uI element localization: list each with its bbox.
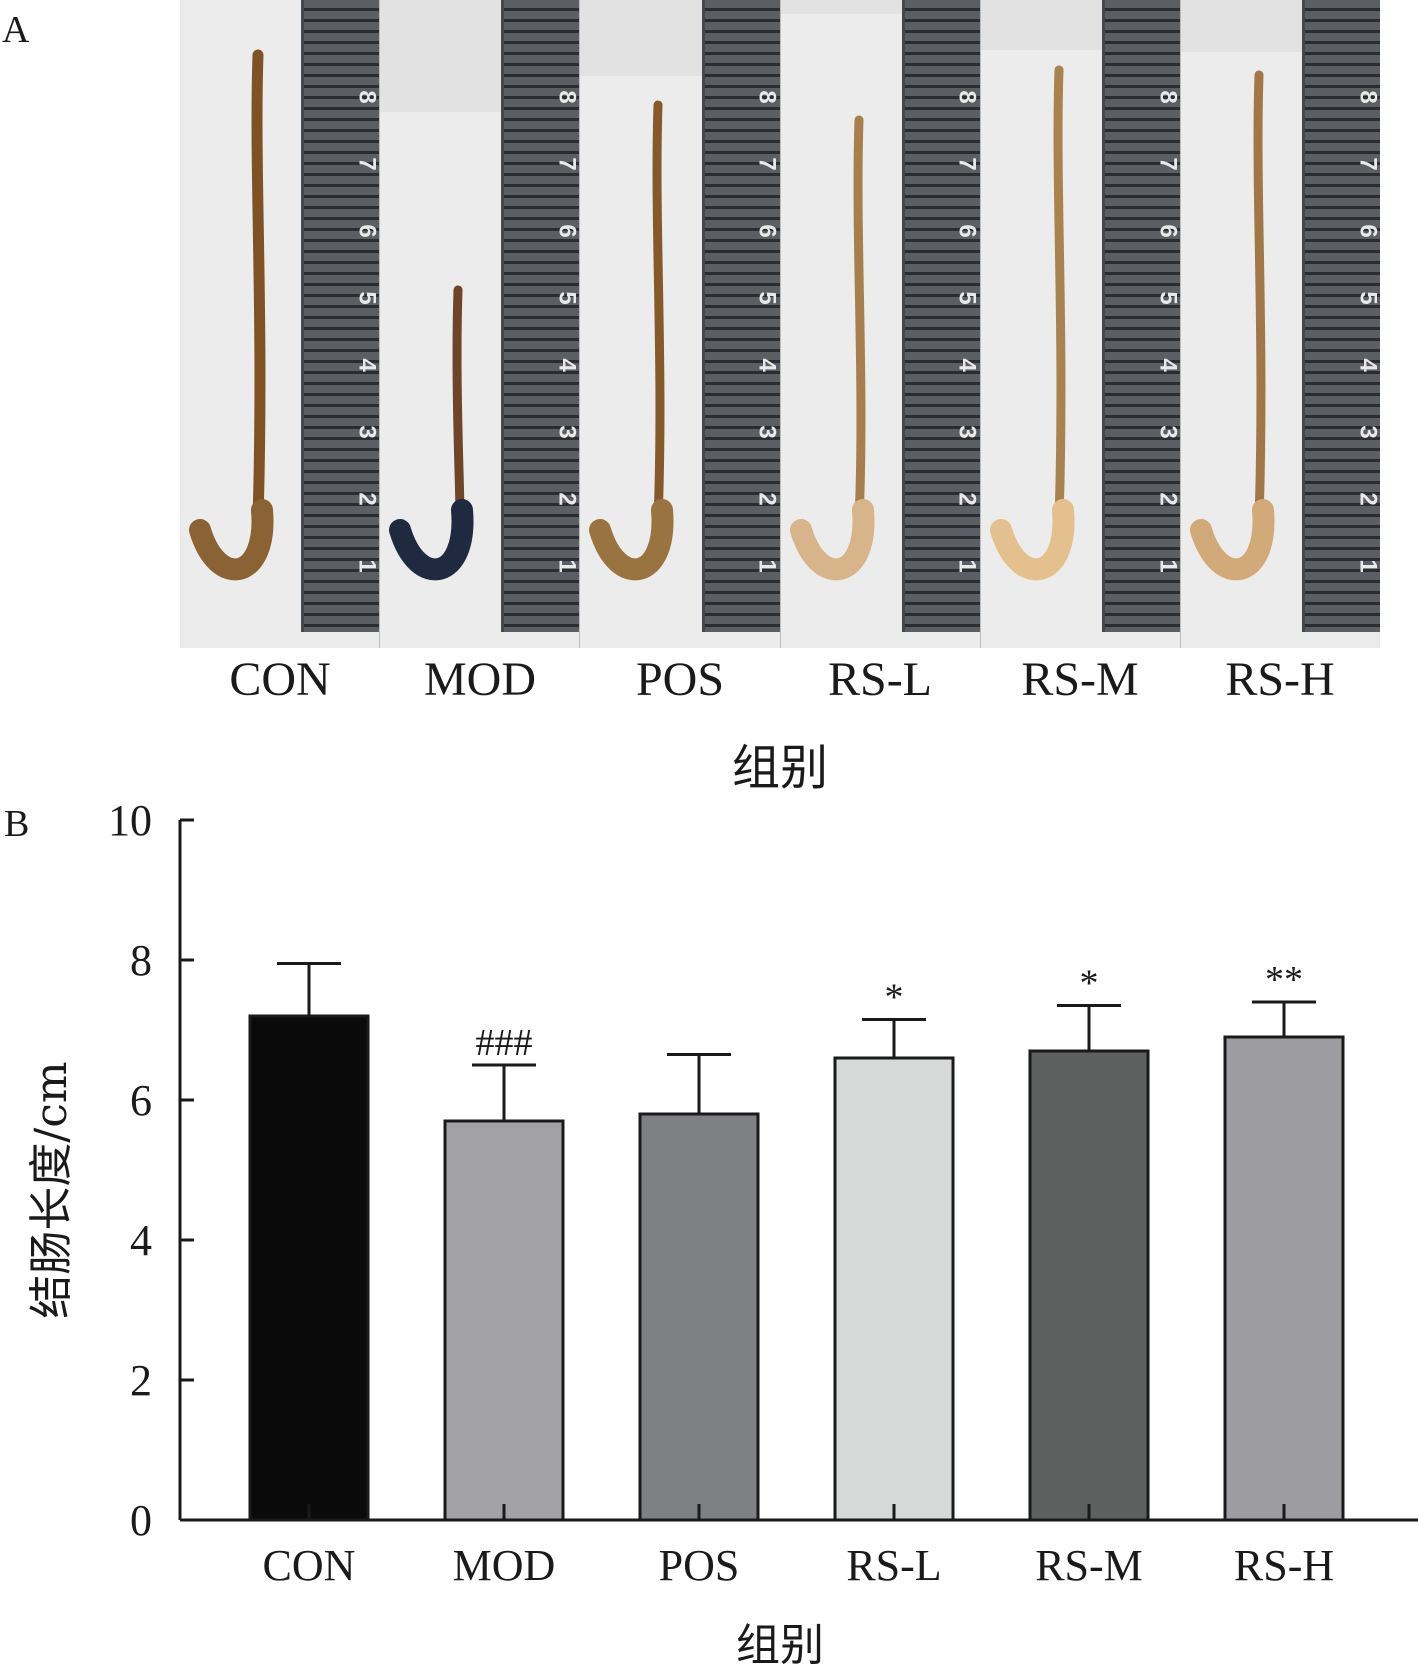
colon-body xyxy=(1253,70,1266,525)
photo-label-rs-l: RS-L xyxy=(827,653,932,706)
colon-body xyxy=(853,115,865,525)
colon-specimen xyxy=(989,65,1075,581)
colon-cecum-end xyxy=(1189,499,1275,581)
x-tick-label-rs-m: RS-M xyxy=(1035,1541,1143,1590)
colon-body xyxy=(1053,65,1066,525)
x-tick-label-con: CON xyxy=(263,1541,356,1590)
photo-label-pos: POS xyxy=(635,653,725,706)
significance-mark: ** xyxy=(1265,959,1303,1001)
photo-label-rs-h: RS-H xyxy=(1225,653,1335,706)
photo-label-con: CON xyxy=(229,653,331,706)
colon-cecum-end xyxy=(189,499,274,581)
bar-rs-h xyxy=(1223,1035,1345,1522)
colon-specimen xyxy=(589,100,674,581)
y-tick-label: 0 xyxy=(130,1496,152,1545)
y-axis-title: 结肠长度/cm xyxy=(26,1061,77,1318)
significance-mark: * xyxy=(1080,963,1099,1005)
panel-a-letter: A xyxy=(2,9,30,51)
colon-cecum-end xyxy=(389,499,474,581)
bar-con xyxy=(248,1014,370,1522)
photo-axis-title: 组别 xyxy=(731,740,828,796)
colon-body xyxy=(251,49,266,526)
x-tick-label-pos: POS xyxy=(659,1541,740,1590)
colon-specimen xyxy=(789,115,874,581)
colon-cecum-end xyxy=(789,499,874,581)
x-tick-label-mod: MOD xyxy=(453,1541,556,1590)
y-tick-label: 8 xyxy=(130,936,152,985)
bar-rs-l xyxy=(833,1056,955,1522)
significance-mark: ### xyxy=(476,1022,533,1064)
y-tick-label: 2 xyxy=(130,1356,152,1405)
colon-cecum-end xyxy=(589,499,674,581)
bar-pos xyxy=(638,1112,760,1522)
x-tick-label-rs-l: RS-L xyxy=(846,1541,941,1590)
photo-label-rs-m: RS-M xyxy=(1021,653,1139,706)
colon-specimen xyxy=(1189,70,1275,581)
panel-b-letter: B xyxy=(4,803,30,845)
colon-specimen xyxy=(189,49,274,581)
x-axis-title: 组别 xyxy=(736,1620,824,1671)
colon-cecum-end xyxy=(989,499,1075,581)
x-tick-label-rs-h: RS-H xyxy=(1234,1541,1334,1590)
colon-body xyxy=(652,100,665,525)
colon-body xyxy=(452,285,465,529)
colon-specimen xyxy=(389,285,474,581)
photo-label-mod: MOD xyxy=(423,653,536,706)
significance-mark: * xyxy=(885,977,904,1019)
y-tick-label: 4 xyxy=(130,1216,152,1265)
bar-mod xyxy=(443,1119,565,1522)
colon-length-bar-chart: 0 2 4 6 8 10 CON MOD ### POS RS-L * RS-M * RS-H ** 组别 结肠长… xyxy=(26,796,1418,1671)
photo-group-labels: CON MOD POS RS-L RS-M RS-H xyxy=(180,652,1380,707)
y-tick-label: 10 xyxy=(108,796,152,845)
bar-rs-m xyxy=(1028,1049,1150,1522)
y-tick-label: 6 xyxy=(130,1076,152,1125)
